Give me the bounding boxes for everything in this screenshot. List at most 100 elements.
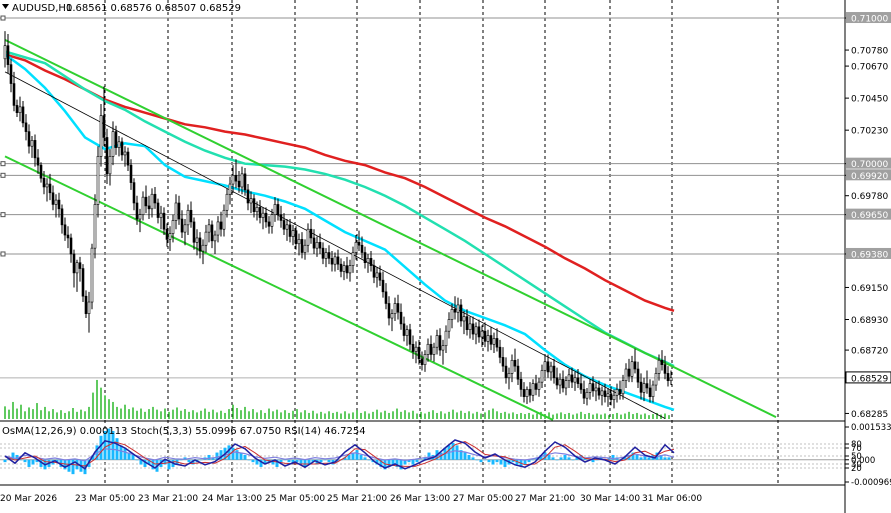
channel-upper-line[interactable] (4, 39, 777, 418)
osma-bar (511, 459, 515, 463)
candle (483, 322, 487, 348)
candle (45, 178, 49, 202)
time-axis: 20 Mar 2026 23 Mar 05:00 23 Mar 21:00 24 Ma… (0, 494, 702, 504)
level-price-badge (846, 208, 891, 220)
candle (300, 232, 304, 259)
osma-bar (547, 454, 551, 460)
osma-bar (643, 454, 647, 460)
osma-bar (639, 457, 643, 460)
osma-bar (283, 459, 287, 461)
time-label: 27 Mar 05:00 (453, 494, 513, 504)
candle (78, 256, 82, 282)
osma-bar (503, 459, 507, 467)
level-handle-icon[interactable] (0, 172, 6, 178)
channel-lower-line[interactable] (4, 155, 554, 421)
indicator-axis-label: 80 (851, 440, 862, 450)
candle (393, 297, 397, 321)
candle (201, 239, 205, 265)
candle (654, 367, 658, 391)
candle (594, 382, 598, 402)
ema-mid-line[interactable] (4, 50, 675, 368)
candle (90, 243, 94, 310)
osma-bar (391, 459, 395, 465)
candle (363, 246, 367, 269)
candle (177, 195, 181, 225)
candle (345, 256, 349, 279)
candle (315, 236, 319, 257)
price-chart-pane[interactable] (0, 15, 845, 421)
osma-bar (19, 459, 23, 461)
candle (381, 271, 385, 298)
osma-bar (479, 459, 483, 463)
candle (111, 121, 115, 166)
osma-bar (163, 459, 167, 465)
candle (480, 325, 484, 348)
osma-bar (243, 454, 247, 460)
osma-bar (559, 457, 563, 460)
candle (222, 204, 226, 237)
osma-bar (211, 457, 215, 460)
candle (12, 71, 16, 112)
symbol-label[interactable]: AUDUSD,H1 (12, 3, 72, 14)
current-price-badge (845, 371, 891, 384)
candle (441, 339, 445, 365)
candle (582, 380, 586, 404)
indicator-pane[interactable] (0, 428, 845, 475)
candle (633, 348, 637, 374)
candle (237, 170, 241, 193)
candle (426, 338, 430, 362)
indicator-header: OsMA(12,26,9) 0.000113 Stoch(5,3,3) 55.0… (2, 426, 366, 437)
candle (651, 380, 655, 403)
candle (561, 370, 565, 393)
candle (225, 188, 229, 218)
indicator-axis-label: 30 (851, 460, 862, 470)
candle (447, 312, 451, 339)
price-label: 0.69380 (851, 250, 888, 260)
osma-bar (427, 452, 431, 460)
candle (216, 216, 220, 243)
candle (609, 386, 613, 406)
candle (135, 195, 139, 225)
candle (252, 194, 256, 218)
candle (276, 198, 280, 221)
candle (669, 370, 673, 386)
osma-bar (251, 459, 255, 463)
candle (405, 325, 409, 346)
level-handle-icon[interactable] (0, 212, 6, 218)
candle (474, 322, 478, 345)
candle (138, 208, 142, 233)
level-handle-icon[interactable] (0, 15, 6, 21)
candle (186, 204, 190, 236)
candle (327, 245, 331, 265)
symbol-dropdown-triangle-icon[interactable] (2, 4, 9, 9)
candle (417, 339, 421, 365)
stoch-main-line[interactable] (4, 439, 675, 470)
candle (258, 200, 262, 224)
ema-slow-line[interactable] (4, 53, 675, 312)
candle (165, 223, 169, 247)
candle (354, 235, 358, 260)
stoch-signal-line[interactable] (4, 441, 675, 467)
channel-mid-line[interactable] (4, 71, 666, 419)
candle (570, 367, 574, 388)
candle (645, 370, 649, 394)
level-handle-icon[interactable] (0, 251, 6, 257)
candle (630, 355, 634, 383)
candle (435, 329, 439, 355)
grid-lines (104, 0, 779, 485)
candle (336, 249, 340, 270)
level-handle-icon[interactable] (0, 161, 6, 167)
osma-bar (631, 452, 635, 460)
candle (378, 265, 382, 287)
candle (627, 358, 631, 383)
candle (87, 291, 91, 333)
osma-bar (135, 459, 139, 461)
osma-bar (423, 457, 427, 460)
osma-bar (359, 454, 363, 460)
osma-bar (271, 459, 275, 465)
osma-bar (523, 459, 527, 465)
candle (501, 347, 505, 372)
osma-bar (55, 459, 59, 463)
candle (204, 224, 208, 253)
